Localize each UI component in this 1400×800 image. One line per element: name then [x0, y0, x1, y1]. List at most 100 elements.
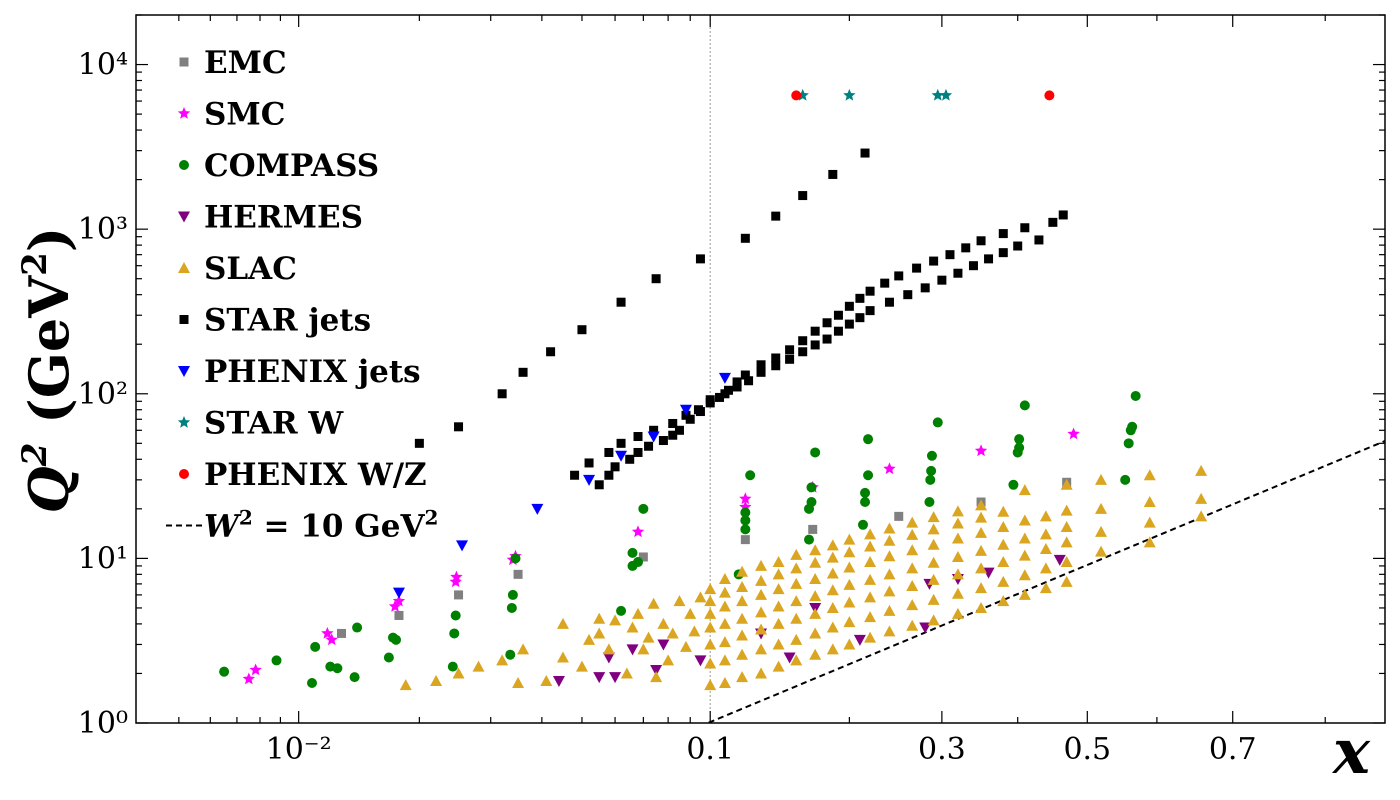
point-slac-36: [704, 595, 717, 607]
point-compass-48: [1120, 474, 1131, 485]
point-slac-52: [755, 667, 768, 679]
point-slac-145: [1018, 532, 1031, 544]
x-tick-label: 0.5: [1063, 732, 1111, 767]
point-star-jets-45: [961, 243, 971, 253]
point-slac-89: [843, 596, 856, 608]
point-slac-5: [512, 676, 525, 688]
point-star-jets-22: [674, 425, 684, 435]
legend-label: HERMES: [204, 200, 363, 236]
point-slac-125: [951, 550, 964, 562]
point-compass-2: [307, 677, 318, 688]
point-slac-109: [906, 599, 919, 611]
point-slac-135: [975, 499, 988, 511]
point-star-jets-72: [855, 313, 865, 323]
point-slac-10: [575, 660, 588, 672]
point-compass-35: [860, 487, 871, 498]
point-slac-48: [736, 612, 749, 624]
point-smc-12: [739, 492, 752, 505]
point-slac-17: [626, 621, 639, 633]
point-slac-110: [906, 579, 919, 591]
point-slac-152: [1039, 510, 1052, 522]
point-slac-11: [583, 633, 596, 645]
point-slac-50: [736, 581, 749, 593]
point-slac-143: [1018, 569, 1031, 581]
point-emc-0: [337, 628, 347, 638]
point-slac-123: [951, 587, 964, 599]
point-slac-42: [718, 600, 731, 612]
point-compass-21: [627, 547, 638, 558]
point-compass-16: [507, 589, 518, 600]
point-slac-90: [843, 578, 856, 590]
point-slac-122: [951, 607, 964, 619]
point-compass-49: [1123, 438, 1134, 449]
point-phenix-jets-7: [718, 372, 731, 384]
point-star-jets-51: [570, 470, 580, 480]
point-star-jets-50: [1058, 210, 1068, 220]
point-slac-102: [883, 604, 896, 616]
series-star-jets: [414, 148, 1068, 490]
point-compass-25: [740, 515, 751, 526]
point-star-jets-47: [998, 229, 1008, 239]
point-star-jets-83: [1034, 235, 1044, 245]
plot-area: [219, 15, 1385, 723]
point-emc-7: [894, 511, 904, 521]
y-tick-label: 10²: [78, 377, 128, 412]
point-slac-68: [790, 612, 803, 624]
point-star-jets-5: [577, 325, 587, 335]
point-star-jets-69: [822, 334, 832, 344]
point-slac-141: [997, 505, 1010, 517]
point-slac-74: [809, 627, 822, 639]
point-slac-33: [704, 638, 717, 650]
point-slac-157: [1060, 504, 1073, 516]
point-slac-120: [927, 523, 940, 535]
point-star-jets-6: [616, 297, 626, 307]
point-slac-7: [540, 674, 553, 686]
point-slac-37: [704, 583, 717, 595]
point-slac-77: [809, 572, 822, 584]
point-slac-111: [906, 562, 919, 574]
point-star-jets-19: [644, 441, 654, 451]
point-phenix-jets-2: [531, 503, 544, 515]
axis-ticks: 10⁰ 10¹ 10² 10³ 10⁴ 10⁻² 0.1 0.3 0.5 0.7: [78, 14, 1385, 767]
point-slac-34: [704, 621, 717, 633]
point-slac-29: [688, 625, 701, 637]
x-tick-label: 0.3: [918, 732, 966, 767]
point-slac-43: [718, 586, 731, 598]
point-slac-81: [826, 621, 839, 633]
point-slac-83: [826, 584, 839, 596]
point-star-jets-78: [953, 268, 963, 278]
point-compass-33: [857, 519, 868, 530]
point-slac-88: [843, 616, 856, 628]
plot-frame: [135, 14, 1386, 724]
point-slac-124: [951, 568, 964, 580]
point-phenix-jets-3: [583, 474, 596, 486]
point-compass-36: [863, 470, 874, 481]
point-slac-138: [997, 556, 1010, 568]
point-compass-17: [510, 553, 521, 564]
point-slac-99: [864, 540, 877, 552]
point-star-jets-54: [616, 438, 626, 448]
point-slac-113: [906, 528, 919, 540]
point-slac-75: [809, 607, 822, 619]
point-slac-3: [472, 660, 485, 672]
point-star-jets-33: [798, 336, 808, 346]
point-slac-103: [883, 585, 896, 597]
point-emc-4: [638, 552, 648, 562]
point-star-jets-1: [454, 422, 464, 432]
point-star-jets-73: [865, 306, 875, 316]
point-slac-132: [975, 544, 988, 556]
point-star-jets-60: [705, 395, 715, 405]
point-star-jets-55: [633, 432, 643, 442]
point-slac-91: [843, 561, 856, 573]
point-smc-1: [249, 663, 262, 676]
point-compass-32: [810, 447, 821, 458]
point-compass-31: [806, 482, 817, 493]
y-axis-label-close: ): [17, 227, 81, 253]
point-slac-6: [517, 643, 530, 655]
point-star-jets-52: [584, 458, 594, 468]
legend-label: STAR jets: [204, 303, 371, 339]
point-slac-35: [704, 607, 717, 619]
point-slac-80: [826, 643, 839, 655]
point-slac-158: [1060, 478, 1073, 490]
